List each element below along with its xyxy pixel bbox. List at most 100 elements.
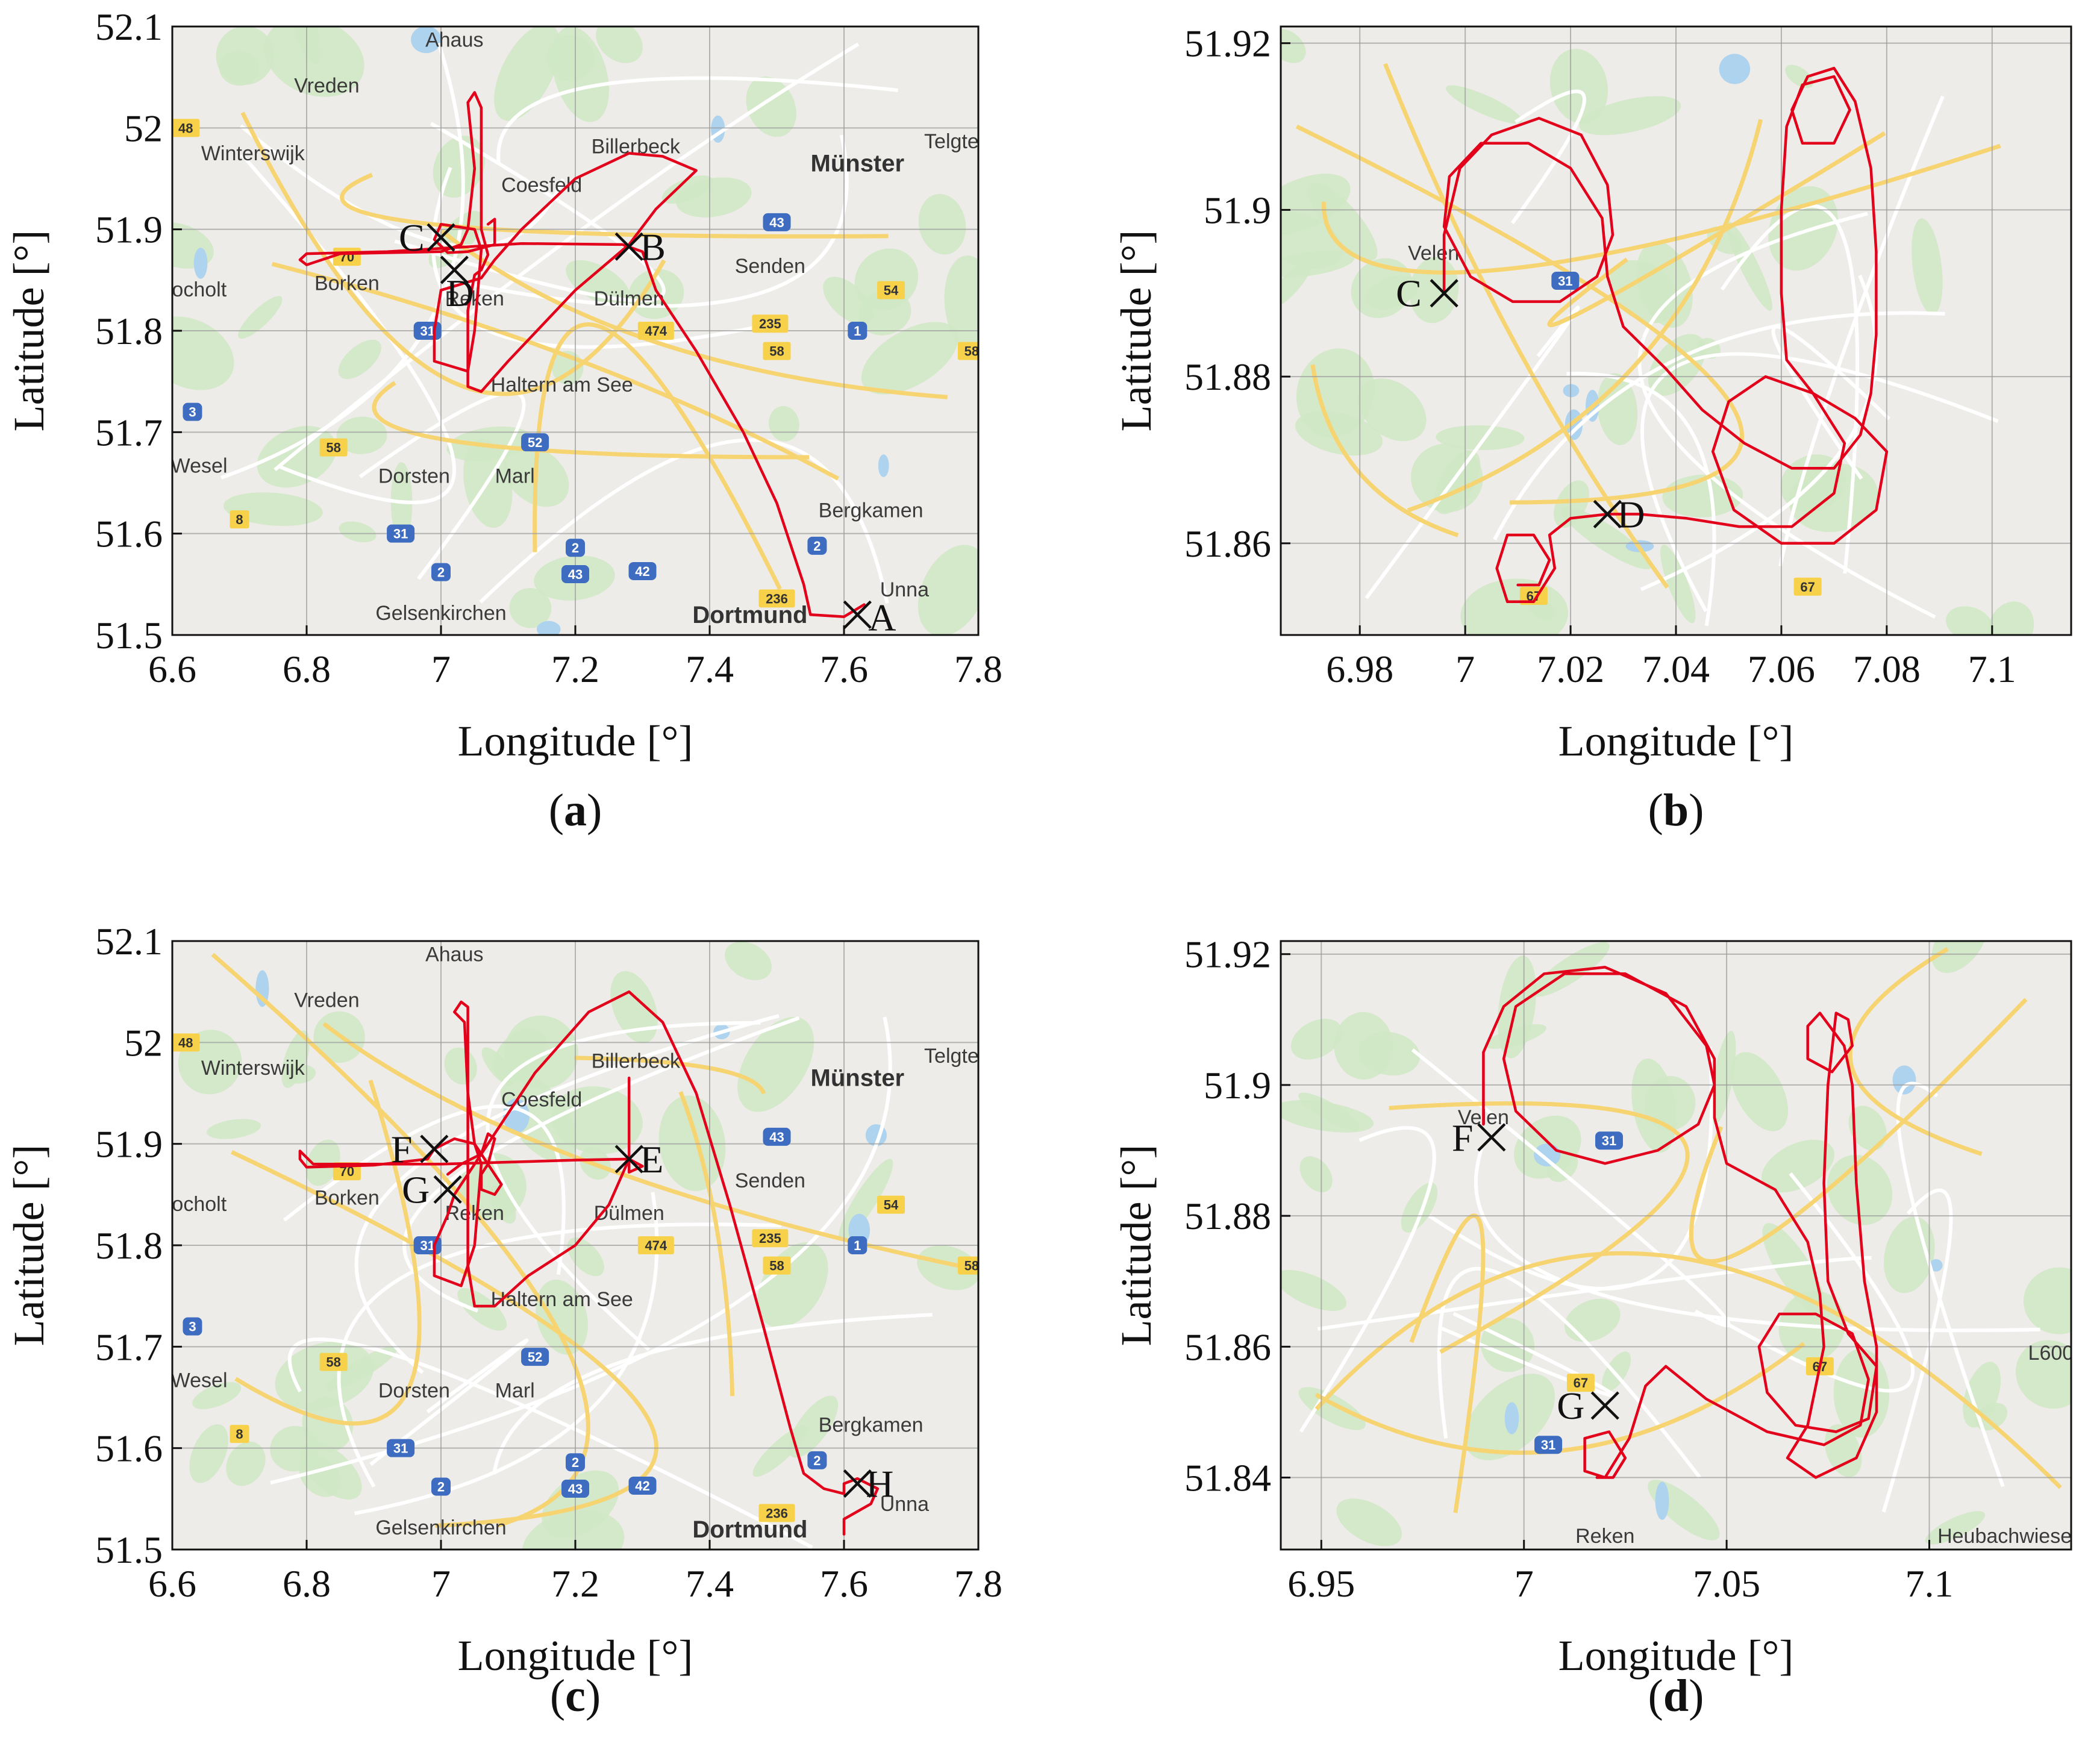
waypoint-E: E	[614, 1138, 663, 1181]
panel-a: 6.6 6.8 7 7.2 7.4 7.6 7.8 51.5 51.6 51.7 51.8 51.9 5…	[5, 5, 1002, 836]
y-tick-label: 51.92	[1184, 22, 1271, 65]
waypoint-D: D	[440, 255, 474, 314]
road-shield	[319, 438, 348, 457]
axes-frame	[171, 940, 980, 1551]
axes-frame	[171, 25, 980, 636]
map-place-label: Coesfeld	[501, 1088, 582, 1111]
y-tick-label: 52	[124, 1021, 163, 1064]
x-axis-label: Longitude [°]	[1558, 1631, 1794, 1680]
map-place-label: Unna	[880, 1493, 929, 1516]
road-shield-label: 1	[854, 1238, 861, 1253]
x-tick-label: 7.04	[1642, 648, 1710, 690]
road-shield	[561, 565, 589, 583]
panel-c: 6.6 6.8 7 7.2 7.4 7.6 7.8 51.5 51.6 51.7 51.8 51.9 5…	[5, 920, 1002, 1721]
road-shield-label: 58	[326, 440, 340, 455]
road-shield-label: 52	[528, 435, 542, 450]
x-tick-label: 7.02	[1537, 648, 1604, 690]
x-tick-label: 7.2	[551, 648, 599, 690]
map-place-label: Bocholt	[158, 278, 227, 301]
waypoint-label: C	[1396, 272, 1422, 315]
y-tick-label: 51.88	[1184, 1195, 1271, 1237]
flight-track	[1442, 66, 1889, 603]
map-place-label: Unna	[880, 578, 929, 601]
road-shield-label: 42	[635, 564, 649, 579]
road-shield-label: 3	[189, 1319, 196, 1334]
road-shield	[877, 1195, 905, 1214]
waypoint-H: H	[843, 1463, 894, 1506]
x-tick-label: 7.8	[954, 648, 1002, 690]
panel-caption: (d)	[1648, 1671, 1704, 1721]
map-background	[1281, 941, 2071, 1550]
x-axis-label: Longitude [°]	[458, 1631, 693, 1680]
waypoint-G: G	[402, 1168, 462, 1211]
road-shield	[758, 1504, 795, 1522]
y-tick-label: 51.6	[95, 1427, 163, 1470]
axes-frame	[1280, 940, 2072, 1551]
map-place-label: L600	[2028, 1342, 2074, 1365]
panel-d: 6.95 7 7.05 7.151.8451.8651.8851.951.92Vele…	[1112, 933, 2082, 1721]
road-shield-label: 43	[769, 215, 784, 230]
road-shield	[387, 1439, 415, 1457]
grid	[1281, 27, 2071, 635]
road-shield	[566, 1453, 585, 1472]
waypoint-C: C	[1396, 272, 1458, 315]
y-axis-label: Latitude [°]	[5, 1145, 53, 1346]
waypoint-label: F	[1452, 1116, 1474, 1159]
x-axis-label: Longitude [°]	[458, 717, 693, 765]
road-shield	[758, 589, 795, 608]
panel-caption: (b)	[1648, 785, 1704, 836]
road-shield-label: 67	[1800, 580, 1815, 595]
road-shield	[431, 1477, 451, 1496]
road-shield	[752, 314, 789, 333]
x-tick-label: 6.8	[283, 1562, 331, 1605]
map-place-label: Telgte	[924, 130, 979, 153]
map-place-label: Haltern am See	[491, 1288, 633, 1311]
road-shield	[1551, 271, 1580, 290]
y-tick-label: 51.8	[95, 310, 163, 352]
road-shield-label: 2	[813, 539, 821, 554]
road-shield-label: 2	[437, 565, 445, 580]
road-shield	[763, 1127, 791, 1146]
y-tick-label: 51.9	[1204, 1064, 1271, 1107]
road-shield	[628, 1476, 657, 1495]
road-shield	[637, 1236, 674, 1254]
x-tick-label: 7	[1515, 1562, 1534, 1605]
road-shield-label: 31	[1602, 1133, 1616, 1148]
x-tick-label: 7	[431, 648, 451, 690]
map-place-label: Vreden	[294, 989, 359, 1012]
y-tick-label: 51.7	[95, 411, 163, 454]
y-tick-label: 51.6	[95, 513, 163, 555]
road-shield	[1595, 1131, 1623, 1150]
map-place-label: Telgte	[924, 1045, 979, 1068]
road-shield-label: 2	[437, 1480, 445, 1495]
road-shield-label: 31	[393, 1441, 408, 1456]
road-shield-label: 54	[884, 283, 899, 298]
x-tick-label: 7	[1455, 648, 1475, 690]
x-tick-label: 6.98	[1326, 648, 1393, 690]
waypoint-label: B	[640, 225, 666, 268]
map-place-label: Bocholt	[158, 1193, 227, 1216]
flight-track	[298, 990, 880, 1536]
road-shield	[763, 1256, 791, 1275]
map-place-label: Heubachwiesen	[1937, 1525, 2082, 1548]
map-place-label: Borken	[314, 1187, 380, 1210]
waypoint-G: G	[1557, 1384, 1619, 1427]
road-shield	[1534, 1436, 1563, 1454]
road-shield	[319, 1353, 348, 1371]
x-tick-label: 7.8	[954, 1562, 1002, 1605]
y-tick-label: 52.1	[95, 5, 163, 48]
road-shield-label: 1	[854, 324, 861, 339]
y-tick-label: 51.86	[1184, 1325, 1271, 1368]
road-shield-label: 2	[813, 1453, 821, 1468]
grid	[1281, 941, 2071, 1550]
y-tick-label: 51.92	[1184, 933, 1271, 976]
flight-track	[1482, 966, 1878, 1479]
y-tick-label: 52.1	[95, 920, 163, 963]
road-shield	[561, 1480, 589, 1498]
y-tick-label: 51.5	[95, 614, 163, 657]
map-place-label: Reken	[445, 287, 504, 310]
y-tick-label: 51.9	[95, 1123, 163, 1166]
road-shield-label: 58	[964, 344, 979, 359]
